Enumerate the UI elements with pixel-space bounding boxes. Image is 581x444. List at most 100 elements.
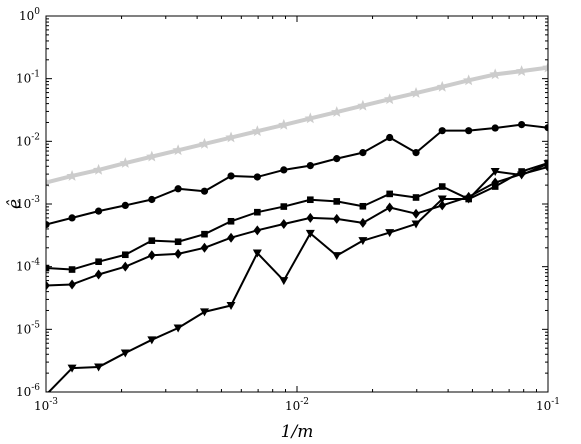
data-point (279, 277, 289, 286)
data-point (491, 124, 499, 132)
y-tick-label: 10-5 (16, 320, 40, 336)
data-point (332, 213, 341, 224)
data-point (147, 336, 157, 345)
data-point (226, 302, 236, 311)
data-point (491, 177, 499, 188)
data-point (174, 238, 182, 246)
data-point (307, 196, 314, 204)
data-point (148, 195, 156, 204)
data-point (304, 112, 317, 124)
data-point (359, 149, 367, 157)
data-point (173, 324, 183, 333)
data-point (94, 363, 104, 372)
data-point (119, 157, 132, 168)
data-point (66, 169, 78, 181)
series-star (46, 61, 548, 188)
data-point (412, 149, 420, 157)
data-point (146, 150, 158, 162)
data-point (411, 220, 421, 229)
data-point (438, 183, 446, 190)
y-tick-label: 10-6 (16, 383, 40, 399)
data-point (462, 74, 475, 86)
data-point (383, 93, 396, 105)
data-point (174, 185, 182, 193)
x-axis-label: 1/m (281, 422, 314, 442)
data-point (46, 264, 50, 272)
series-line (47, 162, 548, 392)
data-point (68, 279, 76, 290)
data-point (359, 202, 367, 210)
data-point (542, 61, 548, 73)
data-point (92, 163, 105, 175)
data-point (412, 208, 420, 219)
data-point (464, 195, 474, 204)
data-point (436, 80, 448, 92)
data-point (518, 120, 526, 129)
data-point (280, 218, 288, 229)
data-point (517, 171, 527, 180)
data-point (251, 125, 264, 137)
data-point (225, 131, 237, 143)
data-point (227, 217, 235, 225)
data-point (94, 269, 103, 280)
y-tick-label: 100 (19, 7, 40, 23)
data-point (94, 207, 103, 215)
data-point (68, 214, 76, 222)
data-point (333, 198, 341, 205)
data-point (305, 229, 315, 238)
series-line (46, 123, 548, 226)
data-point (280, 166, 288, 174)
data-point (148, 250, 156, 261)
x-tick-label: 10-2 (285, 397, 309, 413)
data-point (306, 161, 314, 170)
x-tick-label: 10-1 (536, 397, 560, 413)
y-tick-label: 10-3 (16, 195, 40, 211)
data-point (465, 127, 473, 135)
data-point (253, 225, 262, 236)
data-point (331, 106, 343, 117)
data-point (437, 195, 447, 204)
data-point (200, 187, 209, 195)
data-point (386, 133, 394, 142)
data-point (199, 308, 209, 317)
data-point (438, 127, 446, 135)
series-line (46, 162, 548, 271)
data-point (252, 249, 262, 258)
data-point (200, 242, 209, 253)
tick-layer: 10-3 10-2 10-1 10-6 10-5 10-4 10-3 10-2 10-1 100 (16, 7, 560, 413)
series-circle (46, 120, 548, 229)
data-point (68, 266, 76, 273)
y-axis-label: ê (5, 199, 25, 209)
data-point (253, 173, 261, 181)
y-tick-label: 10-2 (16, 132, 40, 148)
data-point (67, 364, 77, 373)
data-point (386, 190, 393, 198)
data-point (174, 248, 182, 259)
y-tick-label: 10-1 (16, 70, 40, 86)
data-point (306, 212, 315, 223)
data-point (148, 237, 156, 244)
data-point (120, 349, 130, 358)
data-point (122, 251, 129, 259)
data-point (515, 65, 528, 76)
x-tick-label: 10-3 (34, 397, 58, 413)
data-point (333, 155, 341, 163)
data-point (172, 144, 184, 156)
data-point (385, 202, 394, 213)
data-point (438, 200, 447, 211)
data-point (121, 261, 130, 272)
data-point (254, 208, 261, 216)
data-point (357, 99, 369, 111)
y-tick-label: 10-4 (16, 258, 40, 274)
data-point (412, 194, 420, 201)
data-point (95, 258, 102, 266)
data-point (489, 68, 501, 80)
data-point (201, 230, 208, 238)
data-point (410, 87, 422, 98)
data-point (280, 203, 288, 210)
data-point (278, 118, 290, 130)
data-point (359, 217, 367, 228)
data-point (490, 168, 500, 177)
data-point (227, 232, 235, 243)
